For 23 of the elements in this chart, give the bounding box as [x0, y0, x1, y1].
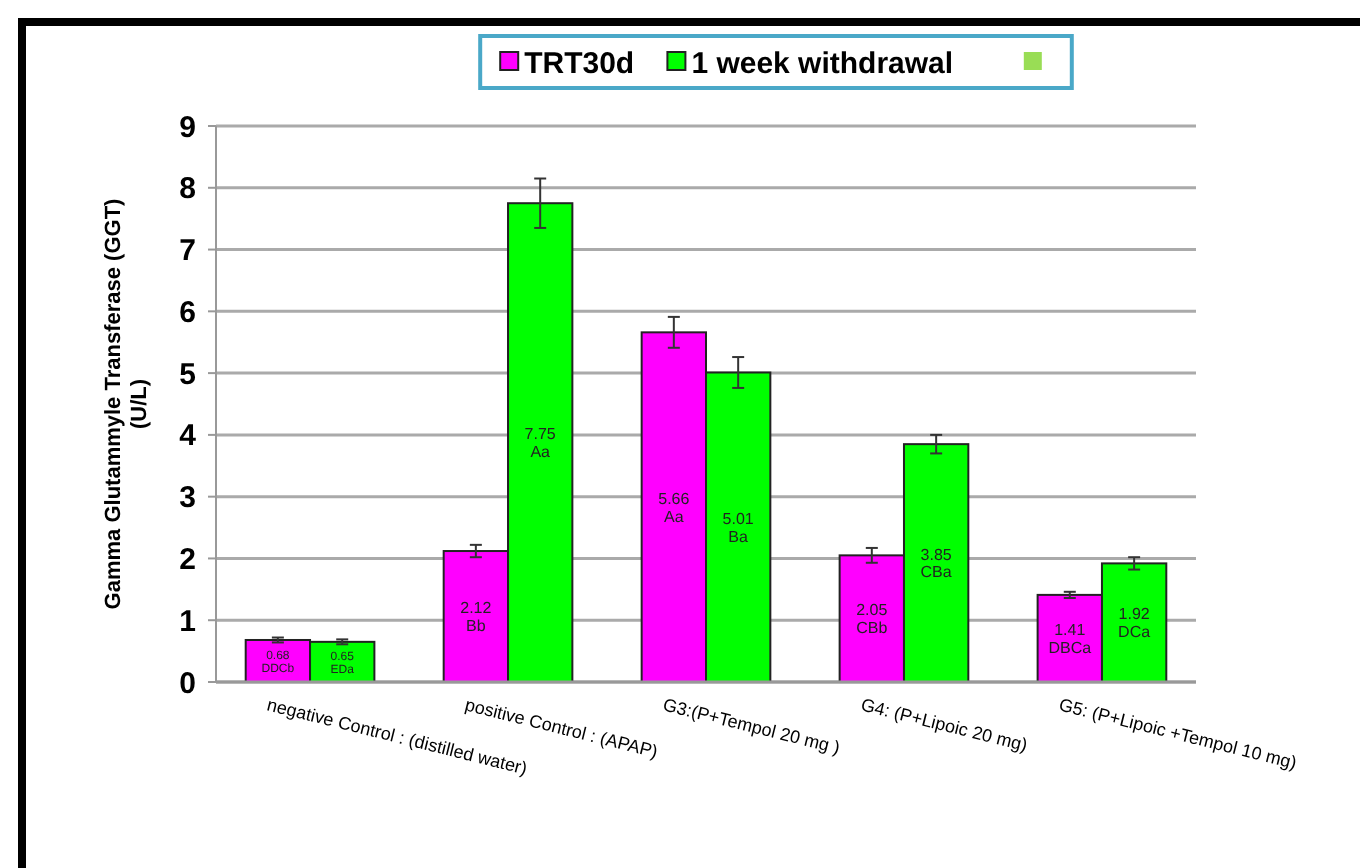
y-axis-title: Gamma Glutammyle Transferase (GGT) (U/L) [102, 197, 153, 610]
data-label: 3.85 CBa [920, 545, 953, 582]
y-tick-label: 6 [179, 295, 196, 330]
y-tick-label: 8 [179, 172, 196, 207]
y-tick-label: 7 [179, 234, 196, 269]
y-tick-label: 3 [179, 481, 196, 516]
data-label: 1.41 DBCa [1048, 621, 1093, 657]
y-tick-label: 4 [179, 419, 198, 454]
y-tick-label: 0 [179, 666, 196, 701]
y-tick-label: 1 [179, 604, 196, 639]
data-label: 2.12 Bb [460, 599, 493, 635]
data-label: 7.75 Aa [524, 425, 557, 462]
data-label: 2.05 CBb [856, 601, 889, 638]
data-label: 1.92 DCa [1118, 605, 1152, 642]
data-label: 5.01 Ba [722, 510, 755, 546]
x-tick-label: G5: (P+Lipoic +Tempol 10 mg) [1056, 694, 1299, 773]
y-tick-label: 9 [179, 110, 196, 145]
data-label: 5.66 Aa [658, 489, 691, 526]
y-tick-label: 2 [179, 542, 196, 577]
x-tick-label: G4: (P+Lipoic 20 mg) [859, 694, 1030, 756]
legend-label: 1 week withdrawal [691, 46, 954, 81]
legend-label: TRT30d [524, 46, 635, 81]
y-tick-label: 5 [179, 357, 196, 392]
